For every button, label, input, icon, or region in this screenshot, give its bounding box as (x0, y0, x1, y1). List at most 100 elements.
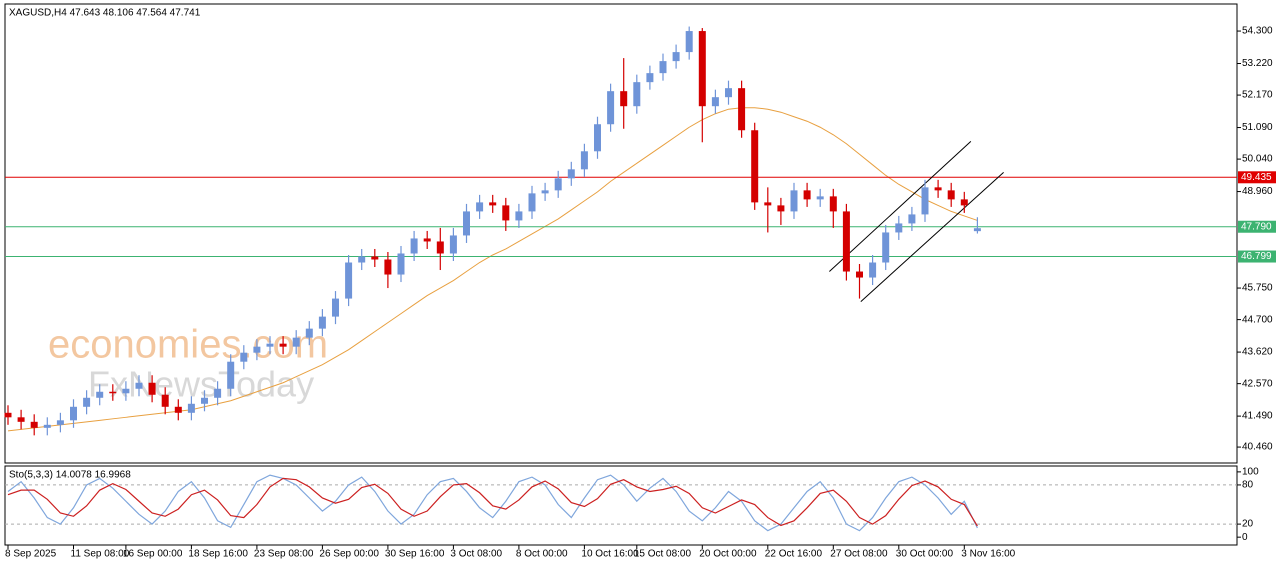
candle-body (659, 61, 667, 74)
candle-body (895, 223, 903, 233)
candle-body (384, 259, 392, 275)
x-tick-label: 8 Oct 00:00 (516, 549, 568, 560)
candle-body (567, 169, 575, 179)
x-tick-label: 23 Sep 08:00 (254, 549, 314, 560)
candle-body (882, 232, 890, 263)
level-label: 49.435 (1241, 172, 1272, 183)
x-tick-label: 18 Sep 16:00 (188, 549, 248, 560)
candle-body (594, 124, 601, 152)
candle-body (842, 211, 850, 272)
candle-body (620, 91, 628, 107)
candle-body (187, 403, 195, 413)
stochastic-line (7, 477, 978, 527)
trendline (829, 141, 972, 272)
candle-body (135, 382, 143, 389)
y-tick-label: 40.460 (1242, 442, 1273, 453)
x-tick-label: 8 Sep 2025 (5, 549, 57, 560)
candle-body (17, 417, 25, 422)
x-tick-label: 30 Sep 16:00 (385, 549, 445, 560)
candle-body (711, 97, 719, 107)
candle-body (240, 352, 248, 362)
candle-body (70, 406, 77, 421)
candle-body (541, 190, 549, 194)
candle-body (30, 421, 38, 428)
candle-body (698, 31, 706, 107)
level-tag (1238, 250, 1276, 263)
candle-body (253, 346, 261, 353)
level-tag (1238, 220, 1276, 233)
candle-body (227, 361, 235, 389)
trendline (860, 171, 1004, 302)
candle-body (148, 382, 156, 395)
candle-body (371, 256, 379, 260)
x-tick-label: 10 Oct 16:00 (581, 549, 639, 560)
x-tick-label: 16 Sep 00:00 (123, 549, 183, 560)
y-tick-label: 0 (1242, 532, 1248, 543)
y-tick-label: 42.570 (1242, 378, 1273, 389)
candle-body (109, 391, 117, 394)
stochastic-line (7, 474, 978, 532)
candle-body (489, 202, 497, 206)
candle-body (934, 187, 942, 191)
candle-body (463, 211, 470, 236)
candle-body (960, 199, 968, 206)
y-tick-label: 80 (1242, 480, 1254, 491)
candle-body (56, 420, 64, 425)
candle-body (449, 235, 457, 254)
x-tick-label: 15 Oct 08:00 (634, 549, 692, 560)
y-tick-label: 53.220 (1242, 58, 1273, 69)
candle-body (476, 202, 484, 212)
candle-body (829, 196, 837, 212)
candle-body (292, 337, 300, 347)
candle-body (174, 406, 182, 413)
candle-body (738, 88, 746, 131)
candle-body (764, 202, 772, 206)
y-tick-label: 45.750 (1242, 283, 1273, 294)
candle-body (96, 391, 104, 398)
candle-body (423, 238, 431, 242)
candle-body (397, 253, 405, 275)
candle-body (803, 190, 811, 200)
candle-body (816, 196, 824, 200)
candle-body (869, 262, 877, 278)
candle-body (436, 241, 444, 254)
candle-body (646, 73, 654, 83)
candle-body (580, 151, 588, 170)
level-label: 46.799 (1241, 251, 1272, 262)
candle-body (685, 31, 693, 53)
candle-body (305, 328, 313, 338)
candle-body (345, 262, 353, 299)
candle-body (515, 211, 523, 221)
candle-body (318, 316, 326, 329)
candle-body (279, 343, 287, 347)
indicator-title: Sto(5,3,3) 14.0078 16.9968 (9, 470, 131, 481)
candle-body (528, 193, 536, 212)
x-tick-label: 26 Sep 00:00 (319, 549, 379, 560)
candle-body (633, 82, 641, 107)
level-label: 47.790 (1241, 221, 1272, 232)
candle-body (358, 256, 366, 263)
x-tick-label: 20 Oct 00:00 (699, 549, 757, 560)
candle-body (410, 238, 418, 254)
candle-body (921, 187, 929, 215)
y-tick-label: 44.700 (1242, 314, 1273, 325)
candle-body (790, 190, 798, 212)
x-tick-label: 3 Oct 08:00 (450, 549, 502, 560)
y-tick-label: 43.620 (1242, 347, 1273, 358)
chart-title: XAGUSD,H4 47.643 48.106 47.564 47.741 (9, 8, 201, 19)
candle-body (502, 205, 510, 221)
y-tick-label: 20 (1242, 519, 1254, 530)
y-tick-label: 100 (1242, 467, 1259, 478)
candle-body (751, 130, 759, 203)
candle-body (122, 388, 130, 394)
candle-body (607, 91, 615, 125)
candle-body (777, 205, 785, 212)
x-tick-label: 30 Oct 00:00 (896, 549, 954, 560)
moving-average (7, 107, 978, 432)
candle-body (161, 394, 169, 407)
x-tick-label: 11 Sep 08:00 (71, 549, 130, 560)
candle-body (332, 298, 339, 317)
y-tick-label: 48.960 (1242, 186, 1273, 197)
y-tick-label: 51.090 (1242, 122, 1273, 133)
